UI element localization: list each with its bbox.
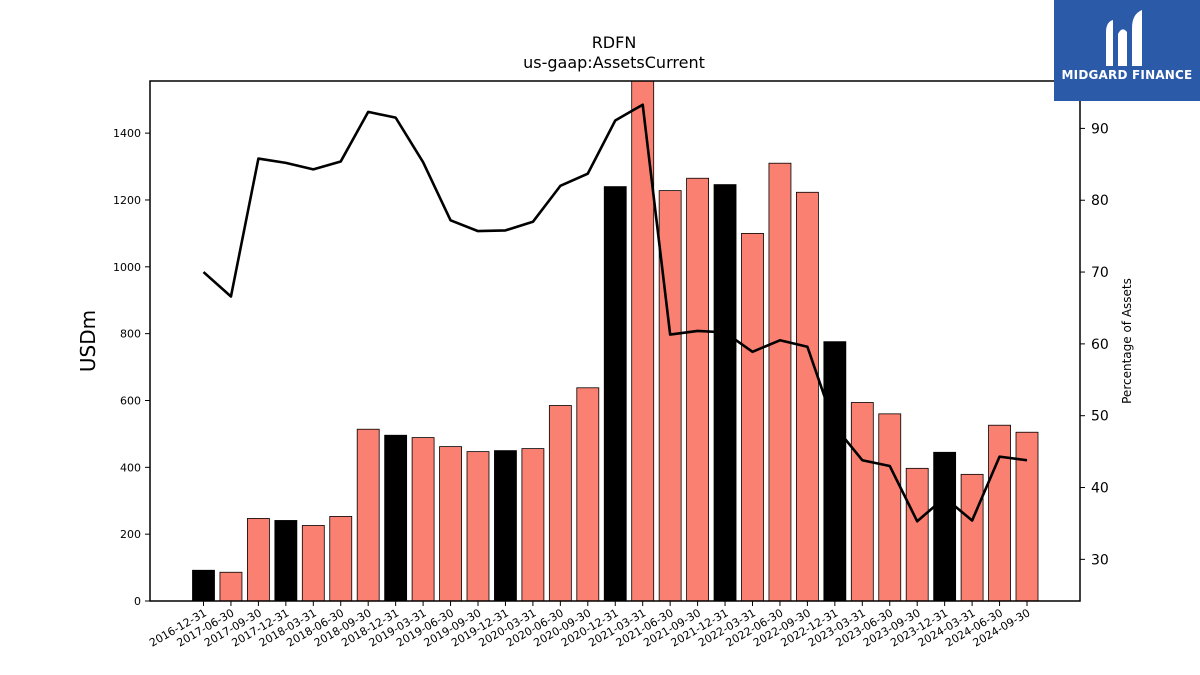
bar-2022-03-31 xyxy=(741,232,764,602)
bar-2023-12-31 xyxy=(933,451,957,602)
percentage-line-group xyxy=(202,103,1028,523)
bar-2023-06-30 xyxy=(878,413,902,602)
bar-2018-09-30 xyxy=(356,428,380,602)
y-tick-label: 400 xyxy=(120,461,141,474)
bar-2021-12-31 xyxy=(713,184,737,602)
bar-2022-06-30 xyxy=(768,162,792,602)
y-tick-label: 1000 xyxy=(113,261,141,274)
y-tick-label: 800 xyxy=(120,328,141,341)
y-tick-label: 1400 xyxy=(113,127,141,140)
bar-2018-03-31 xyxy=(301,525,325,602)
bar-2017-09-30 xyxy=(246,518,270,602)
y2-tick-label: 30 xyxy=(1091,552,1109,568)
y2-tick-label: 60 xyxy=(1091,337,1109,353)
bar-2023-03-31 xyxy=(850,402,874,602)
y2-tick-label: 40 xyxy=(1091,481,1109,497)
y-axis-right: 30 40 50 60 70 80 90 xyxy=(1080,121,1109,568)
bar-2019-06-30 xyxy=(439,446,462,602)
bar-2024-03-31 xyxy=(960,473,984,602)
y-tick-label: 200 xyxy=(120,528,141,541)
bar-2020-09-30 xyxy=(576,387,600,602)
bar-2020-06-30 xyxy=(548,405,572,602)
y2-tick-label: 50 xyxy=(1091,409,1109,425)
bar-2023-09-30 xyxy=(905,467,929,602)
bar-2017-06-30 xyxy=(219,571,243,602)
bar-2021-06-30 xyxy=(658,190,682,602)
bar-2020-12-31 xyxy=(603,186,627,602)
bar-2022-12-31 xyxy=(823,341,847,602)
bar-2019-03-31 xyxy=(411,437,435,602)
y-tick-label: 0 xyxy=(134,595,141,608)
bar-2018-06-30 xyxy=(329,516,353,602)
bar-2024-06-30 xyxy=(988,424,1011,602)
y-axis-label: USDm xyxy=(76,310,100,372)
bar-2017-12-31 xyxy=(274,520,298,602)
bar-2019-12-31 xyxy=(494,450,517,602)
chart-title: RDFN xyxy=(592,33,637,52)
bar-2021-09-30 xyxy=(686,177,709,602)
percentage-line xyxy=(202,103,1028,523)
y-axis-left: 0 200 400 600 800 1000 1200 1400 xyxy=(113,127,150,608)
y2-tick-label: 80 xyxy=(1091,193,1109,209)
bar-2019-09-30 xyxy=(466,451,490,602)
y2-axis-label: Percentage of Assets xyxy=(1120,278,1134,404)
bar-2018-12-31 xyxy=(384,434,408,602)
y-tick-label: 600 xyxy=(120,394,141,407)
midgard-m-logo-icon xyxy=(1106,10,1142,66)
y2-tick-label: 90 xyxy=(1091,121,1109,137)
bars-group xyxy=(192,80,1039,602)
x-axis: 2016-12-312017-06-302017-09-302017-12-31… xyxy=(147,601,1033,650)
y-tick-label: 1200 xyxy=(113,194,141,207)
midgard-finance-logo: MIDGARD FINANCE xyxy=(1054,0,1200,101)
bar-2016-12-31 xyxy=(192,569,215,602)
bar-2020-03-31 xyxy=(521,448,545,602)
bar-2022-09-30 xyxy=(796,191,819,602)
logo-text: MIDGARD FINANCE xyxy=(1061,68,1193,82)
chart-subtitle: us-gaap:AssetsCurrent xyxy=(523,53,705,72)
bar-2024-09-30 xyxy=(1015,431,1039,602)
y2-tick-label: 70 xyxy=(1091,265,1109,281)
